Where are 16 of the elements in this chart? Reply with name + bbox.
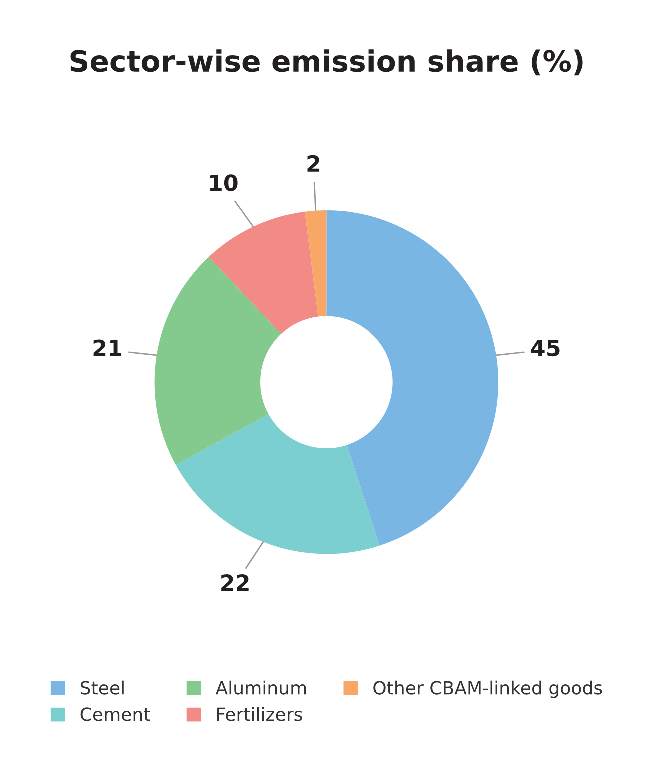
legend-label: Aluminum <box>216 680 306 695</box>
data-label: 2 <box>308 155 320 172</box>
legend-label: Other CBAM-linked goods <box>374 680 602 698</box>
donut-slice <box>209 212 318 334</box>
legend-label: Cement <box>80 708 150 722</box>
data-label: 22 <box>222 574 249 592</box>
data-label: 45 <box>531 340 560 357</box>
donut-slice <box>176 414 380 554</box>
donut-slice <box>154 257 282 466</box>
data-label: 21 <box>94 340 122 356</box>
donut-slice <box>326 210 499 546</box>
legend-label: Steel <box>80 680 124 695</box>
donut-slice <box>305 210 327 317</box>
chart-title: Sector-wise emission share (%) <box>70 50 583 76</box>
data-label: 10 <box>210 174 238 192</box>
legend-label: Fertilizers <box>218 707 302 722</box>
